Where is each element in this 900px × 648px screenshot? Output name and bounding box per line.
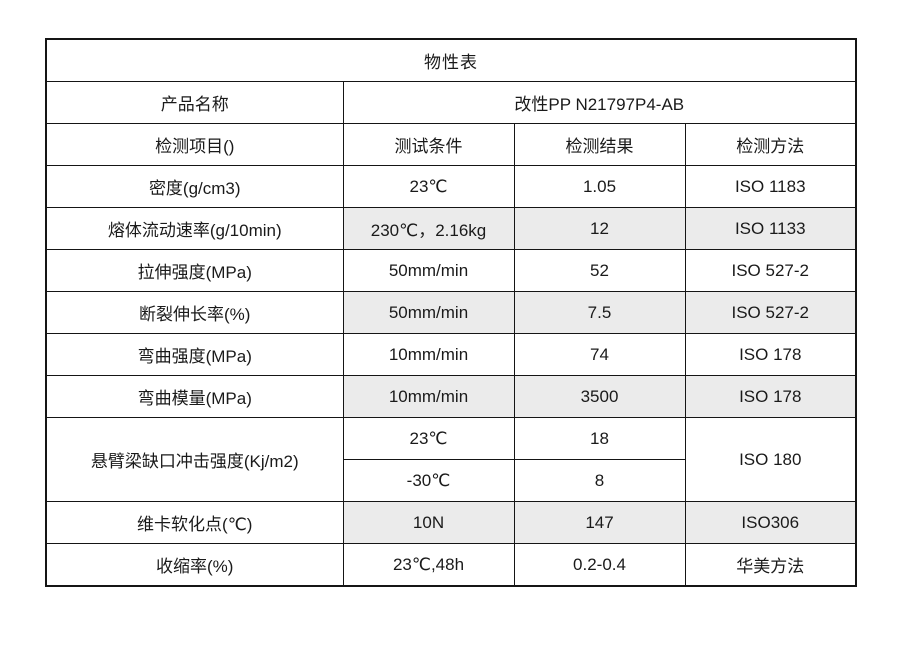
item-cell: 收缩率(%) xyxy=(45,543,344,587)
properties-table: 物性表 产品名称 改性PP N21797P4-AB 检测项目() 测试条件 检测… xyxy=(45,38,857,587)
method-cell: ISO 178 xyxy=(684,375,857,418)
table-row: 弯曲强度(MPa) 10mm/min 74 ISO 178 xyxy=(45,333,857,376)
method-cell: ISO 527-2 xyxy=(684,291,857,334)
column-header-result: 检测结果 xyxy=(513,123,686,166)
condition-cell: 50mm/min xyxy=(342,249,515,292)
method-cell: 华美方法 xyxy=(684,543,857,587)
method-cell: ISO 178 xyxy=(684,333,857,376)
method-cell: ISO 180 xyxy=(684,417,857,502)
table-row: 拉伸强度(MPa) 50mm/min 52 ISO 527-2 xyxy=(45,249,857,292)
method-cell: ISO 1133 xyxy=(684,207,857,250)
column-header-method: 检测方法 xyxy=(684,123,857,166)
condition-cell: 23℃ xyxy=(342,165,515,208)
method-cell: ISO306 xyxy=(684,501,857,544)
table-row: 熔体流动速率(g/10min) 230℃，2.16kg 12 ISO 1133 xyxy=(45,207,857,250)
result-cell: 18 xyxy=(513,417,686,460)
product-value: 改性PP N21797P4-AB xyxy=(342,81,857,124)
result-cell: 147 xyxy=(513,501,686,544)
result-cell: 52 xyxy=(513,249,686,292)
table-row: 维卡软化点(℃) 10N 147 ISO306 xyxy=(45,501,857,544)
item-cell: 断裂伸长率(%) xyxy=(45,291,344,334)
condition-cell: 10mm/min xyxy=(342,333,515,376)
table-row-izod-2: -30℃ 8 xyxy=(46,459,856,502)
product-row: 产品名称 改性PP N21797P4-AB xyxy=(45,81,857,124)
result-cell: 74 xyxy=(513,333,686,376)
column-header-item: 检测项目() xyxy=(45,123,344,166)
title-row: 物性表 xyxy=(45,38,857,82)
result-cell: 0.2-0.4 xyxy=(513,543,686,587)
condition-cell: -30℃ xyxy=(342,459,515,502)
condition-cell: 50mm/min xyxy=(342,291,515,334)
header-row: 检测项目() 测试条件 检测结果 检测方法 xyxy=(45,123,857,166)
condition-cell: 23℃,48h xyxy=(342,543,515,587)
result-cell: 7.5 xyxy=(513,291,686,334)
item-cell: 熔体流动速率(g/10min) xyxy=(45,207,344,250)
table-row: 收缩率(%) 23℃,48h 0.2-0.4 华美方法 xyxy=(45,543,857,587)
column-header-condition: 测试条件 xyxy=(342,123,515,166)
result-cell: 8 xyxy=(513,459,686,502)
result-cell: 1.05 xyxy=(513,165,686,208)
item-cell: 拉伸强度(MPa) xyxy=(45,249,344,292)
condition-cell: 230℃，2.16kg xyxy=(342,207,515,250)
method-cell: ISO 1183 xyxy=(684,165,857,208)
condition-cell: 10N xyxy=(342,501,515,544)
table-row: 弯曲模量(MPa) 10mm/min 3500 ISO 178 xyxy=(45,375,857,418)
method-cell: ISO 527-2 xyxy=(684,249,857,292)
product-label: 产品名称 xyxy=(45,81,344,124)
table-row: 断裂伸长率(%) 50mm/min 7.5 ISO 527-2 xyxy=(45,291,857,334)
item-cell: 密度(g/cm3) xyxy=(45,165,344,208)
result-cell: 3500 xyxy=(513,375,686,418)
result-cell: 12 xyxy=(513,207,686,250)
table-row: 密度(g/cm3) 23℃ 1.05 ISO 1183 xyxy=(45,165,857,208)
item-cell: 弯曲强度(MPa) xyxy=(45,333,344,376)
table-row-izod-1: 悬臂梁缺口冲击强度(Kj/m2) 23℃ 18 ISO 180 xyxy=(45,417,857,502)
item-cell: 弯曲模量(MPa) xyxy=(45,375,344,418)
condition-cell: 23℃ xyxy=(342,417,515,460)
item-cell: 维卡软化点(℃) xyxy=(45,501,344,544)
condition-cell: 10mm/min xyxy=(342,375,515,418)
item-cell: 悬臂梁缺口冲击强度(Kj/m2) xyxy=(45,417,344,502)
table-title: 物性表 xyxy=(45,38,857,82)
